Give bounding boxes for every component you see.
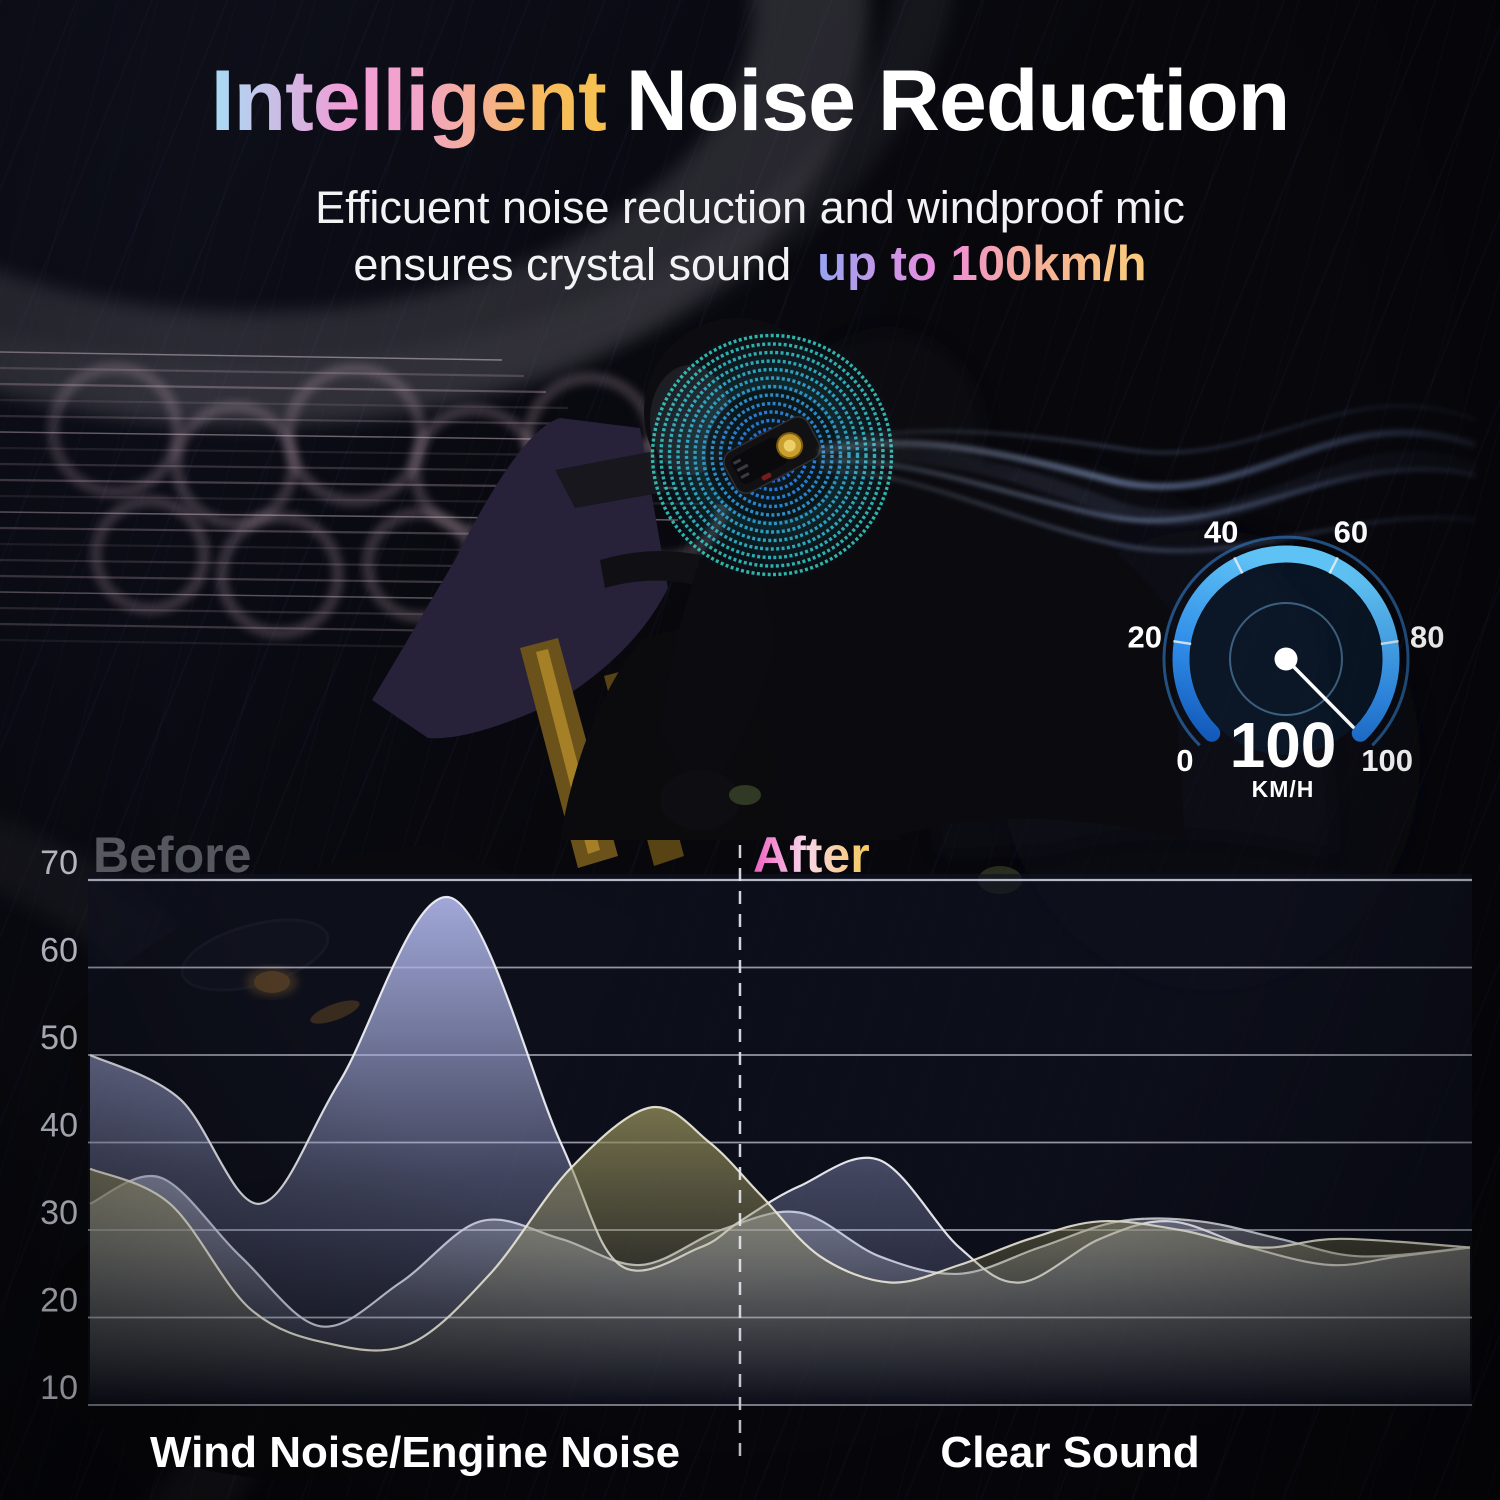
rider-glove <box>660 770 740 830</box>
gauge-tick-label: 40 <box>1204 515 1238 550</box>
gauge-tick <box>1173 639 1192 646</box>
gauge-hub-ring <box>1229 602 1343 716</box>
gauge-needle <box>1284 657 1355 729</box>
title-rest: Noise Reduction <box>625 53 1291 149</box>
y-axis-tick-label: 50 <box>40 1019 78 1057</box>
ripple-ring <box>47 362 183 498</box>
wind-streams <box>817 404 1478 553</box>
title-highlight: Intelligent <box>210 53 607 149</box>
subtitle-line2: ensures crystal sound up to 100km/h <box>0 236 1500 292</box>
ripple-streak <box>0 431 613 441</box>
before-label: Before <box>93 827 252 883</box>
gauge-value: 100 <box>1230 709 1337 781</box>
gauge-tick <box>1380 639 1399 646</box>
gauge-outer-ring <box>1162 535 1410 747</box>
wind-stream <box>817 429 1477 490</box>
gauge-tick-label: 80 <box>1410 620 1444 655</box>
ripple-ring <box>216 511 344 639</box>
wind-stream <box>819 404 1476 455</box>
noise-wave-olive-line <box>89 1105 1471 1352</box>
caption-clear-sound: Clear Sound <box>940 1428 1200 1477</box>
ripple-streak <box>0 382 547 394</box>
chart-series <box>89 896 1471 1405</box>
ripple-streak <box>0 351 503 361</box>
headset-device <box>723 416 821 494</box>
device-button <box>736 463 749 472</box>
handlebar <box>600 551 700 588</box>
device-button <box>740 472 750 480</box>
swirl-band-outer <box>0 0 952 418</box>
y-axis-tick-label: 20 <box>40 1282 78 1320</box>
speed-gauge: 0 20 40 60 80 100 100 KM/H <box>1128 515 1445 802</box>
subtitle-plain: ensures crystal sound <box>353 239 792 290</box>
y-axis-tick-label: 40 <box>40 1107 78 1145</box>
y-axis-tick-label: 30 <box>40 1194 78 1232</box>
gauge-ticks: 0 20 40 60 80 100 <box>1128 515 1445 779</box>
y-axis-tick-label: 60 <box>40 932 78 970</box>
wind-stream-band <box>819 445 1478 526</box>
noise-wave-olive-area <box>90 1106 1470 1405</box>
y-axis-tick-label: 70 <box>40 844 78 882</box>
gauge-tick-label: 100 <box>1361 743 1413 778</box>
glove-accent <box>729 785 761 805</box>
gauge-tick-label: 60 <box>1334 515 1368 550</box>
gauge-hub <box>1274 647 1298 671</box>
gauge-tick <box>1233 556 1244 575</box>
wind-stream <box>821 468 1476 553</box>
brand-logo-inner <box>783 439 796 452</box>
page-title: Intelligent Noise Reduction <box>0 52 1500 151</box>
mirror <box>555 452 665 508</box>
subtitle-highlight: up to 100km/h <box>817 237 1147 291</box>
gauge-arc <box>1172 545 1400 742</box>
chart-grid: 70 60 50 40 30 20 10 <box>40 844 1472 1407</box>
ripple-ring <box>90 495 210 615</box>
gauge-tick-label: 20 <box>1128 620 1162 655</box>
subtitle-line1: Efficuent noise reduction and windproof … <box>315 182 1185 233</box>
caption-wind-noise: Wind Noise/Engine Noise <box>149 1428 681 1477</box>
gauge-unit: KM/H <box>1252 776 1315 802</box>
y-axis-tick-label: 10 <box>40 1369 78 1407</box>
wind-stream <box>819 458 1476 524</box>
rider-arm <box>660 560 775 800</box>
after-label: After <box>753 827 870 883</box>
device-button <box>732 458 742 465</box>
device-panel <box>731 437 788 485</box>
device-red-accent <box>761 472 772 481</box>
gauge-tick <box>1328 556 1339 575</box>
gauge-tick-label: 0 <box>1176 743 1193 778</box>
